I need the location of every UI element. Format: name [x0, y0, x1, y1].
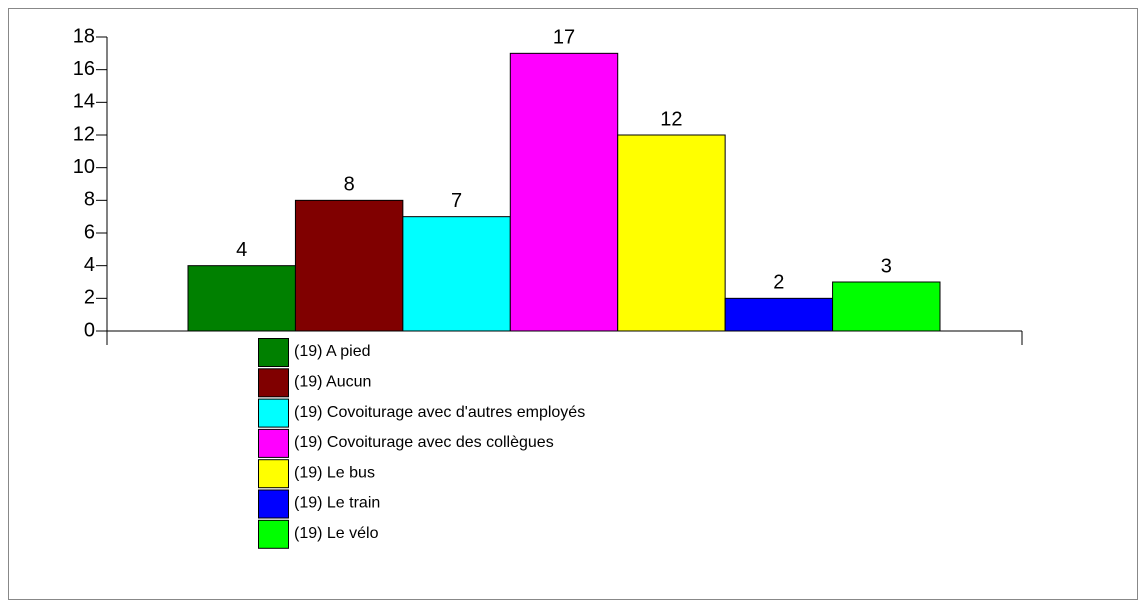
legend-label: (19) A pied: [294, 343, 371, 360]
value-label: 2: [773, 272, 784, 294]
bar: [294, 199, 404, 332]
bar: [509, 52, 619, 332]
legend-label: (19) Covoiturage avec d'autres employés: [294, 404, 585, 421]
value-label: 7: [451, 190, 462, 212]
y-tick-label: 18: [73, 25, 95, 47]
bar: [832, 281, 941, 332]
y-tick-label: 16: [73, 58, 95, 80]
legend-label: (19) Covoiturage avec des collègues: [294, 434, 554, 451]
y-tick-label: 10: [73, 156, 95, 178]
value-label: 4: [236, 239, 247, 261]
value-label: 8: [344, 174, 355, 196]
legend-label: (19) Le vélo: [294, 525, 379, 542]
bar: [402, 216, 511, 332]
y-tick-label: 12: [73, 123, 95, 145]
legend-swatch: [258, 338, 289, 367]
legend-swatch: [258, 489, 289, 519]
y-tick-label: 6: [84, 221, 95, 243]
legend-swatch: [258, 459, 289, 489]
value-label: 12: [660, 108, 682, 130]
y-tick-label: 4: [84, 254, 95, 276]
legend-swatch: [258, 398, 289, 428]
y-tick-label: 8: [84, 189, 95, 211]
bar: [617, 134, 726, 332]
bar: [187, 265, 296, 332]
value-label: 17: [553, 27, 575, 49]
bar: [724, 297, 834, 332]
legend-swatch: [258, 519, 289, 549]
y-tick-label: 2: [84, 287, 95, 309]
legend-label: (19) Le bus: [294, 464, 375, 481]
value-label: 3: [881, 255, 892, 277]
y-tick-label: 0: [84, 319, 95, 341]
legend-swatch: [258, 428, 289, 458]
y-tick-label: 14: [73, 91, 95, 113]
legend-swatch: [258, 368, 289, 398]
legend-label: (19) Le train: [294, 495, 380, 512]
legend-label: (19) Aucun: [294, 374, 371, 391]
